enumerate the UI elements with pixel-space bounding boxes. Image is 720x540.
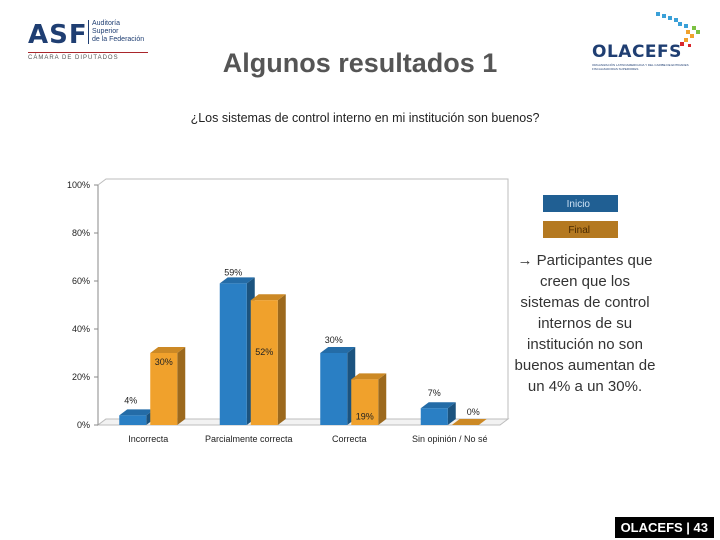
bar-inicio-0 — [119, 409, 155, 425]
bar-face — [420, 408, 448, 425]
olacefs-logo-sub: ORGANIZACIÓN LATINOAMERICANA Y DEL CARIB… — [592, 63, 689, 71]
y-tick-label: 20% — [72, 372, 90, 382]
data-label: 0% — [467, 407, 480, 417]
latin-america-map-icon — [656, 12, 700, 47]
data-label: 30% — [325, 335, 343, 345]
chart-question: ¿Los sistemas de control interno en mi i… — [190, 111, 540, 125]
bar-face — [219, 283, 247, 425]
asf-logo-line: de la Federación — [92, 36, 145, 43]
x-tick-label: Correcta — [332, 434, 367, 444]
asf-logo-line: Auditoría — [92, 20, 121, 27]
bar-face — [451, 419, 487, 425]
asf-logo-lines: Auditoría Superior de la Federación — [88, 20, 158, 44]
bar-face — [351, 373, 387, 380]
bar-face — [277, 294, 286, 425]
data-label: 30% — [155, 357, 173, 367]
legend-swatch-inicio — [543, 195, 618, 212]
bar-inicio-1 — [219, 277, 255, 425]
legend-label: Inicio — [567, 199, 591, 210]
y-tick-label: 0% — [77, 420, 90, 430]
data-label: 4% — [124, 395, 137, 405]
olacefs-logo: OLACEFS ORGANIZACIÓN LATINOAMERICANA Y D… — [588, 8, 706, 74]
footer-page-label: OLACEFS | 43 — [614, 517, 714, 538]
bar-face — [150, 347, 186, 353]
asf-logo-sub: CÁMARA DE DIPUTADOS — [28, 52, 148, 61]
slide-title: Algunos resultados 1 — [222, 48, 498, 78]
bar-final-0 — [150, 347, 186, 425]
bar-face — [420, 402, 456, 409]
bar-final-2 — [351, 373, 387, 425]
legend-swatch-final — [543, 221, 618, 238]
x-tick-label: Parcialmente correcta — [205, 434, 293, 444]
bar-final-3 — [451, 419, 487, 425]
y-tick-label: 40% — [72, 324, 90, 334]
bar-face — [250, 300, 278, 425]
bar-face — [119, 415, 147, 425]
bar-inicio-2 — [320, 347, 356, 425]
asf-logo-mark: ASF — [28, 20, 88, 50]
asf-logo-line: Superior — [92, 28, 119, 35]
bar-face — [150, 353, 178, 425]
bar-face — [219, 277, 255, 284]
x-tick-label: Sin opinión / No sé — [412, 434, 488, 444]
bar-face — [320, 347, 356, 353]
bar-face — [351, 379, 379, 425]
asf-logo: ASF Auditoría Superior de la Federación … — [28, 16, 158, 64]
y-tick-label: 80% — [72, 228, 90, 238]
olacefs-logo-name: OLACEFS — [592, 42, 682, 62]
bar-face — [119, 409, 155, 416]
bar-face — [320, 353, 348, 425]
conclusion-note: → Participantes que creen que los sistem… — [514, 252, 656, 395]
bar-face — [250, 294, 286, 301]
bar-face — [447, 402, 456, 425]
y-tick-label: 60% — [72, 276, 90, 286]
data-label: 59% — [224, 267, 242, 277]
y-tick-label: 100% — [67, 180, 90, 190]
x-tick-label: Incorrecta — [128, 434, 168, 444]
data-label: 19% — [356, 411, 374, 421]
data-label: 7% — [428, 388, 441, 398]
legend-label: Final — [568, 225, 590, 236]
bar-inicio-3 — [420, 402, 456, 425]
bar-final-1 — [250, 294, 286, 425]
bar-chart: 0% 20% 40% 60% 80% 100% Incorrecta Parcialmente… — [67, 178, 618, 444]
bar-face — [378, 373, 387, 425]
data-label: 52% — [255, 347, 273, 357]
bar-face — [177, 347, 186, 425]
